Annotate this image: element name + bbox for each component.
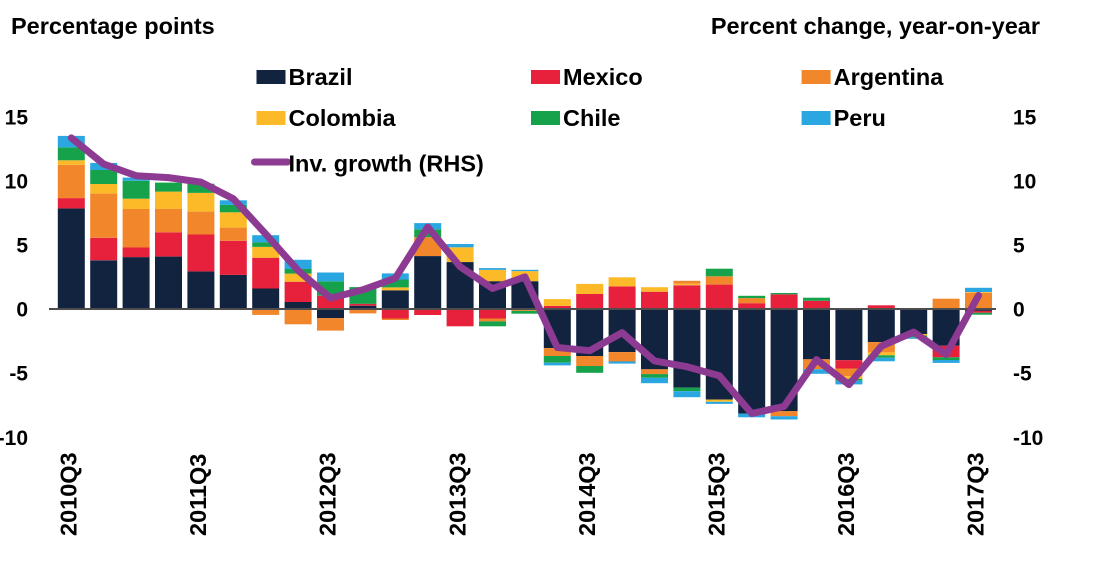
svg-text:2015Q3: 2015Q3 — [704, 452, 730, 536]
svg-text:Mexico: Mexico — [563, 64, 643, 90]
svg-text:5: 5 — [1013, 235, 1025, 258]
svg-text:Inv. growth (RHS): Inv. growth (RHS) — [289, 150, 484, 176]
svg-text:-5: -5 — [1013, 363, 1032, 386]
svg-text:2014Q3: 2014Q3 — [574, 452, 600, 536]
svg-text:5: 5 — [16, 235, 28, 258]
svg-text:Percent change, year-on-year: Percent change, year-on-year — [711, 13, 1040, 39]
svg-text:-10: -10 — [1013, 427, 1043, 450]
svg-text:2011Q3: 2011Q3 — [185, 454, 211, 536]
svg-text:Brazil: Brazil — [289, 64, 353, 90]
svg-text:15: 15 — [1013, 106, 1037, 129]
svg-text:0: 0 — [16, 299, 28, 322]
svg-text:10: 10 — [1013, 170, 1036, 193]
svg-text:2017Q3: 2017Q3 — [963, 452, 989, 536]
svg-text:2012Q3: 2012Q3 — [315, 452, 341, 536]
svg-text:2016Q3: 2016Q3 — [833, 452, 859, 536]
svg-text:Argentina: Argentina — [834, 64, 945, 90]
svg-text:Chile: Chile — [563, 105, 620, 131]
svg-text:-10: -10 — [0, 427, 28, 450]
svg-text:10: 10 — [5, 170, 28, 193]
svg-text:-5: -5 — [9, 363, 28, 386]
svg-text:0: 0 — [1013, 299, 1025, 322]
svg-text:Percentage points: Percentage points — [11, 13, 215, 39]
svg-text:2013Q3: 2013Q3 — [444, 452, 470, 536]
svg-text:Colombia: Colombia — [289, 105, 397, 131]
svg-text:2010Q3: 2010Q3 — [56, 452, 82, 536]
svg-text:Peru: Peru — [834, 105, 886, 131]
svg-text:15: 15 — [5, 106, 29, 129]
